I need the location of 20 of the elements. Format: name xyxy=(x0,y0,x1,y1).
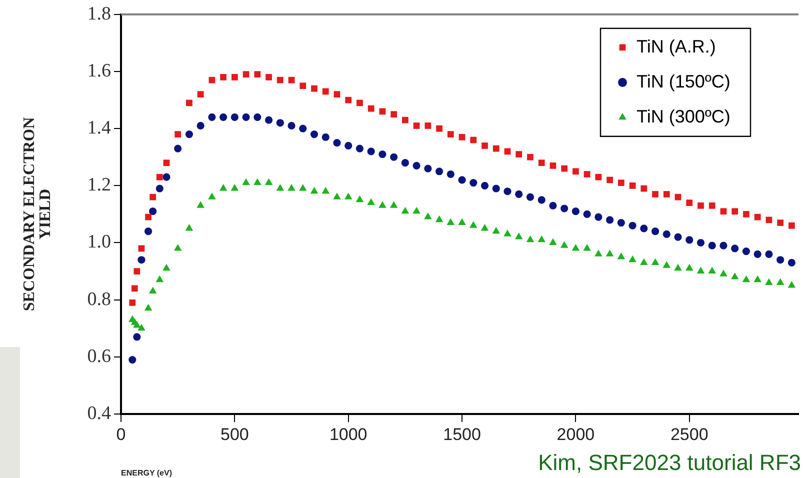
y-tick-label: 0.6 xyxy=(87,346,111,367)
y-axis-title: SECONDARY ELECTRON YIELD xyxy=(21,116,54,312)
y-tick-label: 1.4 xyxy=(87,118,112,139)
legend-label: TiN (150ºC) xyxy=(636,71,730,92)
y-tick-label: 1.2 xyxy=(87,174,111,196)
y-tick-label: 0.4 xyxy=(87,402,112,424)
x-tick-label: 2000 xyxy=(556,424,595,444)
legend-label: TiN (A.R.) xyxy=(636,36,716,56)
x-tick-label: 500 xyxy=(220,424,249,444)
y-tick-label: 1.0 xyxy=(87,232,111,253)
x-tick-label: 0 xyxy=(116,424,126,444)
x-axis-title: ENERGY (eV) xyxy=(121,468,172,478)
y-tick-label: 1.8 xyxy=(87,3,111,24)
x-tick-label: 1000 xyxy=(329,424,368,444)
y-tick-label: 0.8 xyxy=(87,288,111,310)
y-tick-label: 1.6 xyxy=(87,60,111,82)
x-tick-label: 1500 xyxy=(443,424,481,444)
legend-label: TiN (300ºC) xyxy=(636,106,730,126)
text: Kim, SRF2023 tutorial RF3 xyxy=(538,450,801,476)
x-tick-label: 2500 xyxy=(670,424,708,444)
